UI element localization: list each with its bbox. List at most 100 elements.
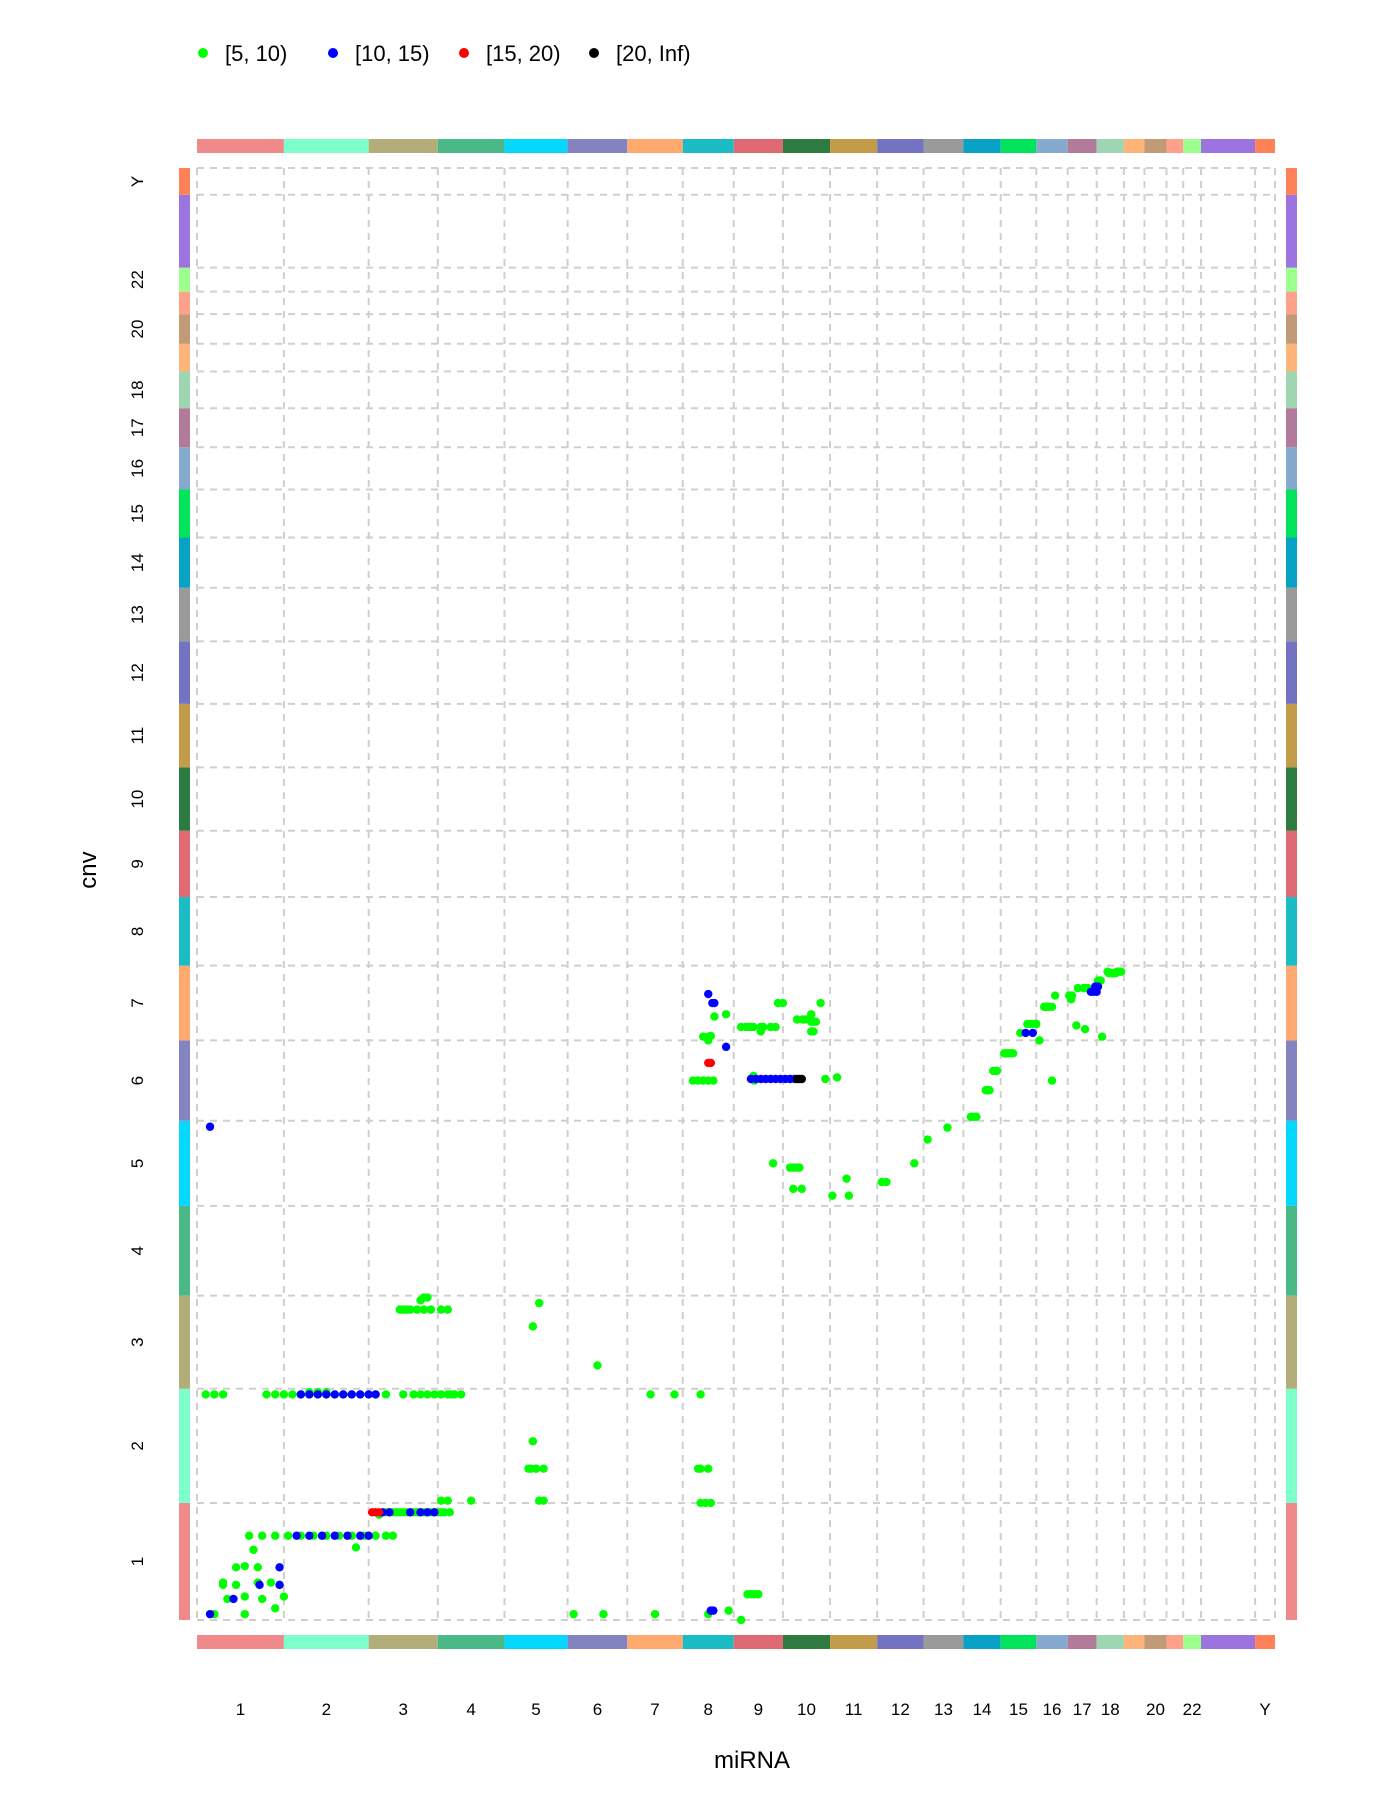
data-point bbox=[436, 1496, 446, 1505]
chromosome-segment bbox=[1166, 1635, 1184, 1649]
chromosome-segment bbox=[733, 139, 783, 153]
data-point bbox=[443, 1305, 452, 1314]
data-point bbox=[531, 1464, 541, 1473]
data-point bbox=[539, 1464, 548, 1473]
data-point bbox=[1073, 983, 1083, 993]
chromosome-segment bbox=[1201, 1635, 1256, 1649]
chromosome-segment bbox=[782, 139, 831, 153]
data-point bbox=[313, 1390, 323, 1399]
data-point bbox=[943, 1123, 952, 1132]
chromosome-segment bbox=[627, 1635, 683, 1649]
chromosome-segment bbox=[437, 1635, 505, 1649]
data-point bbox=[296, 1390, 306, 1399]
data-point bbox=[749, 1022, 758, 1032]
chromosome-segment bbox=[1286, 314, 1297, 344]
x-axis-label: miRNA bbox=[714, 1747, 790, 1774]
chromosome-segment bbox=[923, 139, 964, 153]
chromosome-segment bbox=[1036, 1635, 1068, 1649]
data-point bbox=[240, 1561, 249, 1571]
data-point bbox=[811, 1017, 821, 1026]
data-point bbox=[210, 1390, 219, 1399]
data-point bbox=[305, 1531, 314, 1540]
data-point bbox=[910, 1159, 919, 1168]
y-tick-label: 9 bbox=[128, 859, 147, 868]
data-point bbox=[650, 1609, 660, 1619]
data-point bbox=[534, 1298, 544, 1308]
data-point bbox=[1072, 1021, 1081, 1030]
x-tick-label: 1 bbox=[236, 1700, 245, 1719]
x-tick-label: 7 bbox=[650, 1700, 659, 1719]
data-point bbox=[704, 1464, 713, 1473]
data-point bbox=[797, 1184, 806, 1194]
data-point bbox=[844, 1191, 854, 1200]
data-point bbox=[317, 1531, 327, 1540]
data-point bbox=[423, 1508, 432, 1517]
data-point bbox=[778, 998, 788, 1008]
right-chromosome-bar bbox=[1286, 168, 1297, 1620]
data-point bbox=[807, 1010, 816, 1019]
chromosome-segment bbox=[179, 343, 190, 372]
data-point bbox=[266, 1578, 276, 1587]
data-point bbox=[832, 1073, 842, 1082]
data-point bbox=[754, 1590, 763, 1599]
data-point bbox=[426, 1305, 436, 1314]
chromosome-segment bbox=[1286, 194, 1297, 268]
chromosome-segment bbox=[1286, 343, 1297, 372]
data-point bbox=[240, 1609, 249, 1619]
chromosome-segment bbox=[1286, 1388, 1297, 1503]
data-point bbox=[985, 1086, 994, 1095]
data-point bbox=[436, 1305, 446, 1314]
data-point bbox=[231, 1580, 241, 1590]
legend-label: [15, 20) bbox=[486, 41, 561, 66]
chromosome-segment bbox=[179, 1295, 190, 1389]
data-point bbox=[696, 1390, 705, 1399]
data-point bbox=[842, 1174, 851, 1183]
chromosome-segment bbox=[1286, 447, 1297, 490]
data-point bbox=[972, 1112, 981, 1121]
chromosome-segment bbox=[1286, 1295, 1297, 1389]
data-point bbox=[1103, 967, 1112, 976]
chromosome-segment bbox=[1286, 408, 1297, 448]
chromosome-segment bbox=[1201, 139, 1256, 153]
x-tick-label: 10 bbox=[797, 1700, 816, 1719]
legend-label: [5, 10) bbox=[225, 41, 287, 66]
data-point bbox=[218, 1578, 228, 1587]
chromosome-segment bbox=[627, 139, 683, 153]
data-point bbox=[1047, 1002, 1057, 1011]
data-point bbox=[279, 1592, 289, 1601]
chromosome-segment bbox=[1144, 139, 1167, 153]
data-point bbox=[710, 1012, 719, 1021]
chromosome-segment bbox=[1067, 1635, 1097, 1649]
y-tick-label: 18 bbox=[128, 380, 147, 399]
data-point bbox=[364, 1531, 373, 1540]
data-point bbox=[322, 1390, 331, 1399]
chromosome-segment bbox=[504, 139, 568, 153]
x-tick-label: 17 bbox=[1073, 1700, 1092, 1719]
data-point bbox=[271, 1531, 280, 1540]
data-point bbox=[279, 1390, 289, 1399]
chromosome-segment bbox=[1144, 1635, 1167, 1649]
chromosome-segment bbox=[283, 1635, 369, 1649]
data-point bbox=[412, 1305, 422, 1314]
chromosome-segment bbox=[733, 1635, 783, 1649]
legend-marker bbox=[459, 48, 469, 58]
chromosome-segment bbox=[179, 291, 190, 315]
chromosome-segment bbox=[1067, 139, 1097, 153]
data-point bbox=[262, 1390, 271, 1399]
y-tick-label: 2 bbox=[128, 1441, 147, 1450]
x-tick-label: 9 bbox=[754, 1700, 763, 1719]
chromosome-segment bbox=[1036, 139, 1068, 153]
chromosome-segment bbox=[179, 1040, 190, 1121]
data-point bbox=[371, 1531, 380, 1540]
chromosome-segment bbox=[1123, 1635, 1145, 1649]
chromosome-segment bbox=[179, 587, 190, 642]
chromosome-segment bbox=[1286, 587, 1297, 642]
data-point bbox=[381, 1390, 391, 1399]
data-point bbox=[218, 1390, 228, 1399]
data-point bbox=[283, 1531, 293, 1540]
data-point bbox=[423, 1390, 432, 1399]
chromosome-segment bbox=[1096, 1635, 1124, 1649]
data-point bbox=[446, 1390, 456, 1399]
data-point bbox=[1021, 1028, 1030, 1038]
chromosome-segment bbox=[1286, 371, 1297, 409]
